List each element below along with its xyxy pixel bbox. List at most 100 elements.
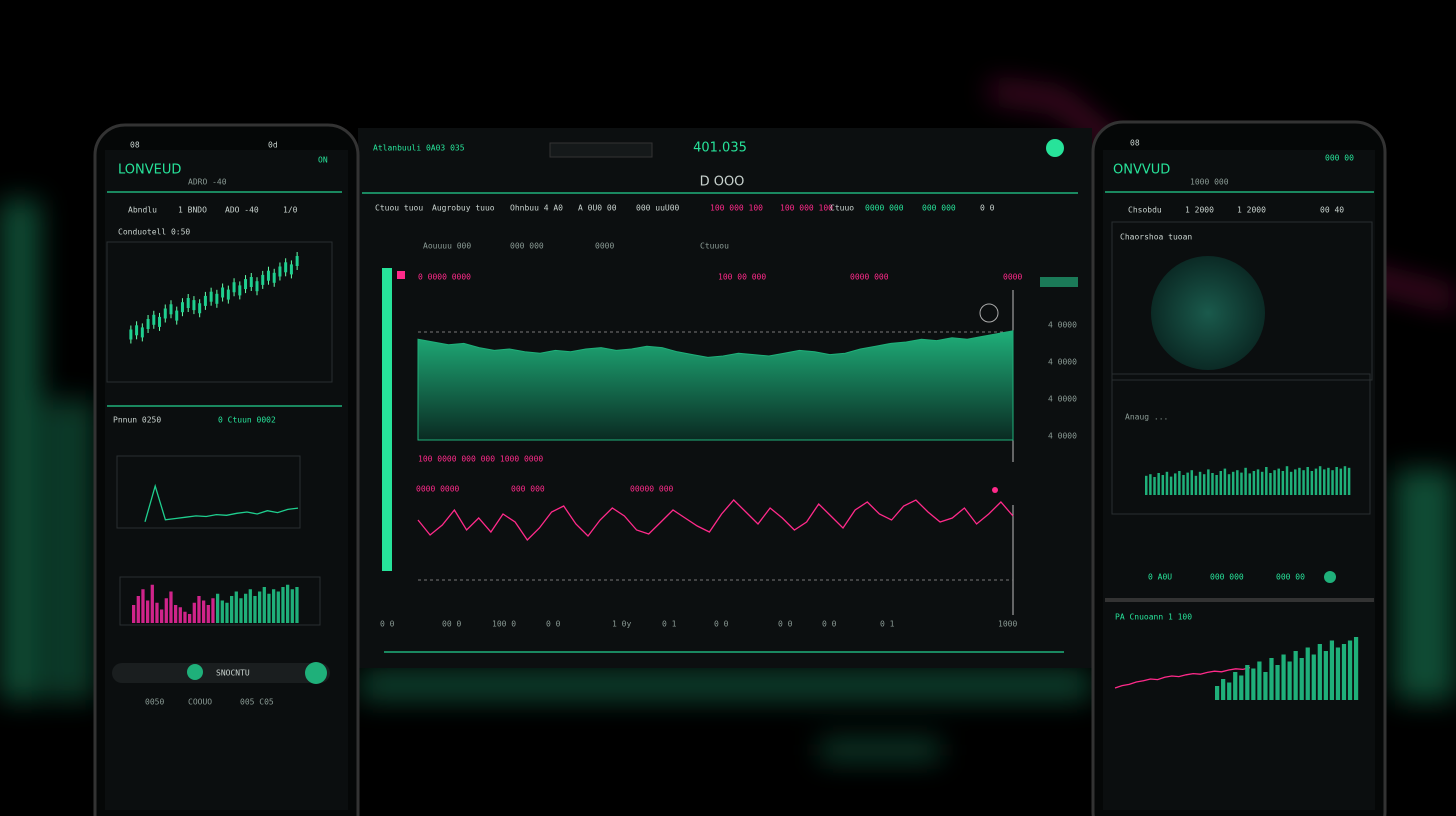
label: 00 40 bbox=[1320, 206, 1344, 215]
label: 0 A0U bbox=[1148, 573, 1172, 582]
bar bbox=[1341, 644, 1347, 700]
action[interactable] bbox=[187, 664, 203, 680]
label: COOUO bbox=[188, 698, 212, 707]
candle bbox=[255, 281, 259, 292]
bar bbox=[1161, 475, 1165, 495]
label: 000 uuU00 bbox=[636, 204, 680, 213]
bar bbox=[1317, 644, 1322, 700]
label: Ctuuo bbox=[830, 204, 854, 213]
bar bbox=[216, 593, 220, 623]
bar bbox=[295, 587, 299, 623]
label: 0000 bbox=[595, 242, 614, 251]
candle bbox=[232, 282, 236, 293]
label: 4 0000 bbox=[1048, 321, 1077, 330]
bar bbox=[258, 591, 262, 623]
left-labels: Abndlu 1 BNDO ADO -40 1/0 0050 COOUO 005 C05 bbox=[128, 206, 298, 707]
label: 000 000 bbox=[511, 485, 545, 494]
candle bbox=[198, 303, 202, 314]
bar bbox=[1269, 658, 1274, 700]
label: 0 0 bbox=[822, 620, 837, 629]
label: 005 C05 bbox=[240, 698, 274, 707]
bar bbox=[1347, 467, 1351, 495]
candle bbox=[215, 293, 219, 304]
label: 1 0y bbox=[612, 620, 631, 629]
app-name: ONVVUD bbox=[1113, 163, 1170, 178]
label: ADO -40 bbox=[225, 206, 259, 215]
candle bbox=[244, 279, 248, 290]
candle bbox=[209, 291, 213, 302]
bar bbox=[1182, 475, 1185, 495]
bar bbox=[1198, 471, 1202, 495]
button[interactable]: SNOCNTU bbox=[216, 669, 250, 678]
bar bbox=[1149, 474, 1152, 495]
bar bbox=[1211, 473, 1214, 495]
bar bbox=[1240, 472, 1243, 495]
bar bbox=[1273, 470, 1276, 495]
candle bbox=[163, 308, 167, 319]
badge: ON bbox=[318, 156, 328, 165]
bar bbox=[290, 589, 294, 623]
note: 100 0000 000 000 1000 0000 bbox=[418, 455, 543, 464]
bar bbox=[281, 587, 285, 623]
bar bbox=[141, 589, 145, 623]
candle bbox=[289, 264, 293, 275]
candle bbox=[203, 295, 207, 306]
bar bbox=[1335, 647, 1341, 700]
candle bbox=[186, 298, 190, 308]
candle bbox=[266, 270, 270, 281]
bar bbox=[1257, 661, 1262, 700]
bar bbox=[1178, 471, 1181, 495]
bar bbox=[202, 600, 206, 623]
bar bbox=[1287, 661, 1292, 700]
bar bbox=[1310, 471, 1314, 495]
panel bbox=[1111, 373, 1371, 515]
bar bbox=[1277, 468, 1280, 495]
bar bbox=[1256, 469, 1260, 495]
action[interactable] bbox=[305, 662, 327, 684]
section: 0 Ctuun 0002 bbox=[218, 416, 276, 425]
action[interactable] bbox=[1324, 571, 1336, 583]
panel bbox=[116, 455, 301, 529]
section: Conduotell 0:50 bbox=[118, 228, 190, 237]
candle bbox=[249, 277, 253, 287]
chart-control[interactable] bbox=[979, 303, 999, 323]
status-dot[interactable] bbox=[1046, 139, 1064, 157]
label: 1 2000 bbox=[1237, 206, 1266, 215]
bar bbox=[1306, 467, 1309, 495]
bar bbox=[1186, 472, 1189, 495]
label: Augrobuy tuuo bbox=[432, 204, 495, 213]
label: 100 0 bbox=[492, 620, 516, 629]
app-name: LONVEUD bbox=[118, 163, 181, 178]
bar bbox=[286, 584, 290, 623]
bar bbox=[253, 596, 257, 623]
subtitle: 1000 000 bbox=[1190, 178, 1229, 187]
bar bbox=[1165, 471, 1169, 495]
label: 0 0 bbox=[980, 204, 995, 213]
candle bbox=[284, 262, 288, 273]
bar bbox=[1298, 467, 1301, 495]
status: 08 bbox=[1130, 139, 1140, 148]
section: Anaug ... bbox=[1125, 413, 1168, 422]
nav[interactable]: D OOO bbox=[700, 175, 745, 190]
line bbox=[144, 483, 299, 522]
bar bbox=[192, 602, 196, 623]
toolbar bbox=[112, 663, 330, 683]
search-box[interactable] bbox=[549, 142, 653, 158]
candle bbox=[140, 327, 144, 338]
label: 00000 000 bbox=[630, 485, 674, 494]
label: 000 00 bbox=[1276, 573, 1305, 582]
bar bbox=[1327, 467, 1330, 495]
label: 000 000 bbox=[510, 242, 544, 251]
section: Pnnun 0250 bbox=[113, 416, 161, 425]
candle bbox=[135, 325, 139, 336]
status: 0d bbox=[268, 141, 278, 150]
bar bbox=[239, 598, 243, 623]
label: 0 0 bbox=[546, 620, 561, 629]
bar bbox=[169, 591, 173, 623]
bar bbox=[1265, 467, 1268, 495]
label: Ctuou tuou bbox=[375, 204, 423, 213]
label: A 0U0 00 bbox=[578, 204, 617, 213]
bar bbox=[1299, 658, 1304, 700]
bar bbox=[1219, 471, 1223, 495]
bar bbox=[1331, 470, 1334, 495]
